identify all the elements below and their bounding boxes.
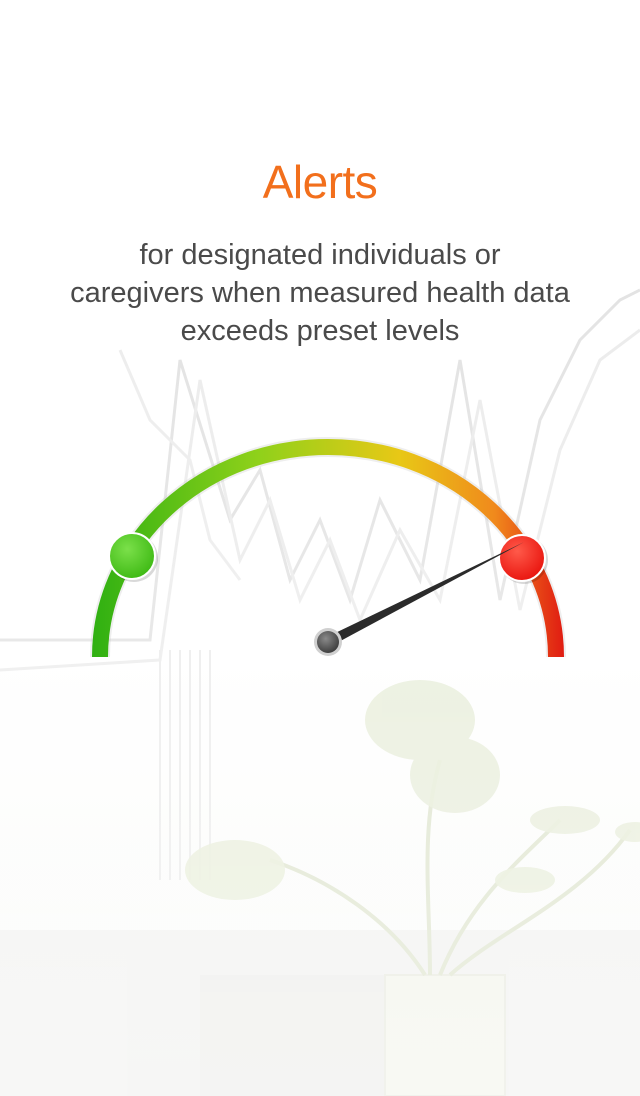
description-line: caregivers when measured health data [70, 277, 570, 309]
gauge-arc [92, 439, 564, 658]
description-text: for designated individuals or caregivers… [40, 236, 600, 350]
description-line: for designated individuals or [139, 239, 501, 271]
low-threshold-marker [108, 532, 158, 582]
gauge-needle [325, 542, 525, 647]
gauge-hub [314, 628, 342, 656]
high-threshold-marker [498, 534, 548, 584]
page-title: Alerts [262, 156, 378, 208]
description-line: exceeds preset levels [180, 315, 460, 347]
